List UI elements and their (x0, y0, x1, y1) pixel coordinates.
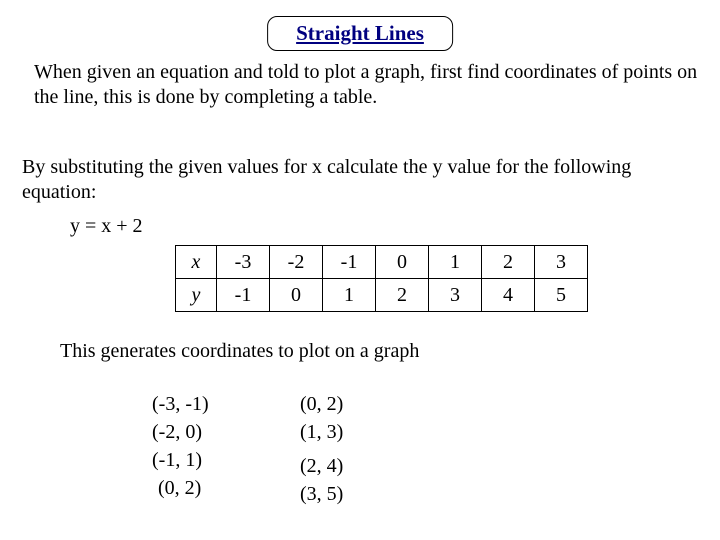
y-cell: 2 (376, 279, 429, 312)
x-cell: -3 (217, 246, 270, 279)
coord-item: (3, 5) (300, 480, 343, 508)
coord-item: (2, 4) (300, 452, 343, 480)
y-cell: 4 (482, 279, 535, 312)
x-cell: 3 (535, 246, 588, 279)
conclusion-paragraph: This generates coordinates to plot on a … (60, 340, 419, 363)
coord-item: (-2, 0) (152, 418, 209, 446)
x-cell: -2 (270, 246, 323, 279)
table-row-x: x -3 -2 -1 0 1 2 3 (176, 246, 588, 279)
coordinates-column-right: (0, 2) (1, 3) (2, 4) (3, 5) (300, 390, 343, 508)
coord-item: (-1, 1) (152, 446, 209, 474)
row-label-y: y (176, 279, 217, 312)
coord-item: (1, 3) (300, 418, 343, 446)
slide-title: Straight Lines (267, 16, 453, 51)
equation-text: y = x + 2 (70, 215, 143, 238)
y-cell: 0 (270, 279, 323, 312)
coord-item: (0, 2) (300, 390, 343, 418)
slide-container: Straight Lines When given an equation an… (0, 0, 720, 540)
table-row-y: y -1 0 1 2 3 4 5 (176, 279, 588, 312)
coord-item: (0, 2) (152, 474, 209, 502)
instruction-paragraph: By substituting the given values for x c… (22, 155, 680, 205)
y-cell: -1 (217, 279, 270, 312)
coord-item: (-3, -1) (152, 390, 209, 418)
coordinates-column-left: (-3, -1) (-2, 0) (-1, 1) (0, 2) (152, 390, 209, 502)
y-cell: 1 (323, 279, 376, 312)
x-cell: 2 (482, 246, 535, 279)
y-cell: 5 (535, 279, 588, 312)
xy-table: x -3 -2 -1 0 1 2 3 y -1 0 1 2 3 4 5 (175, 245, 588, 312)
intro-paragraph: When given an equation and told to plot … (34, 60, 700, 110)
row-label-x: x (176, 246, 217, 279)
x-cell: -1 (323, 246, 376, 279)
x-cell: 1 (429, 246, 482, 279)
y-cell: 3 (429, 279, 482, 312)
x-cell: 0 (376, 246, 429, 279)
